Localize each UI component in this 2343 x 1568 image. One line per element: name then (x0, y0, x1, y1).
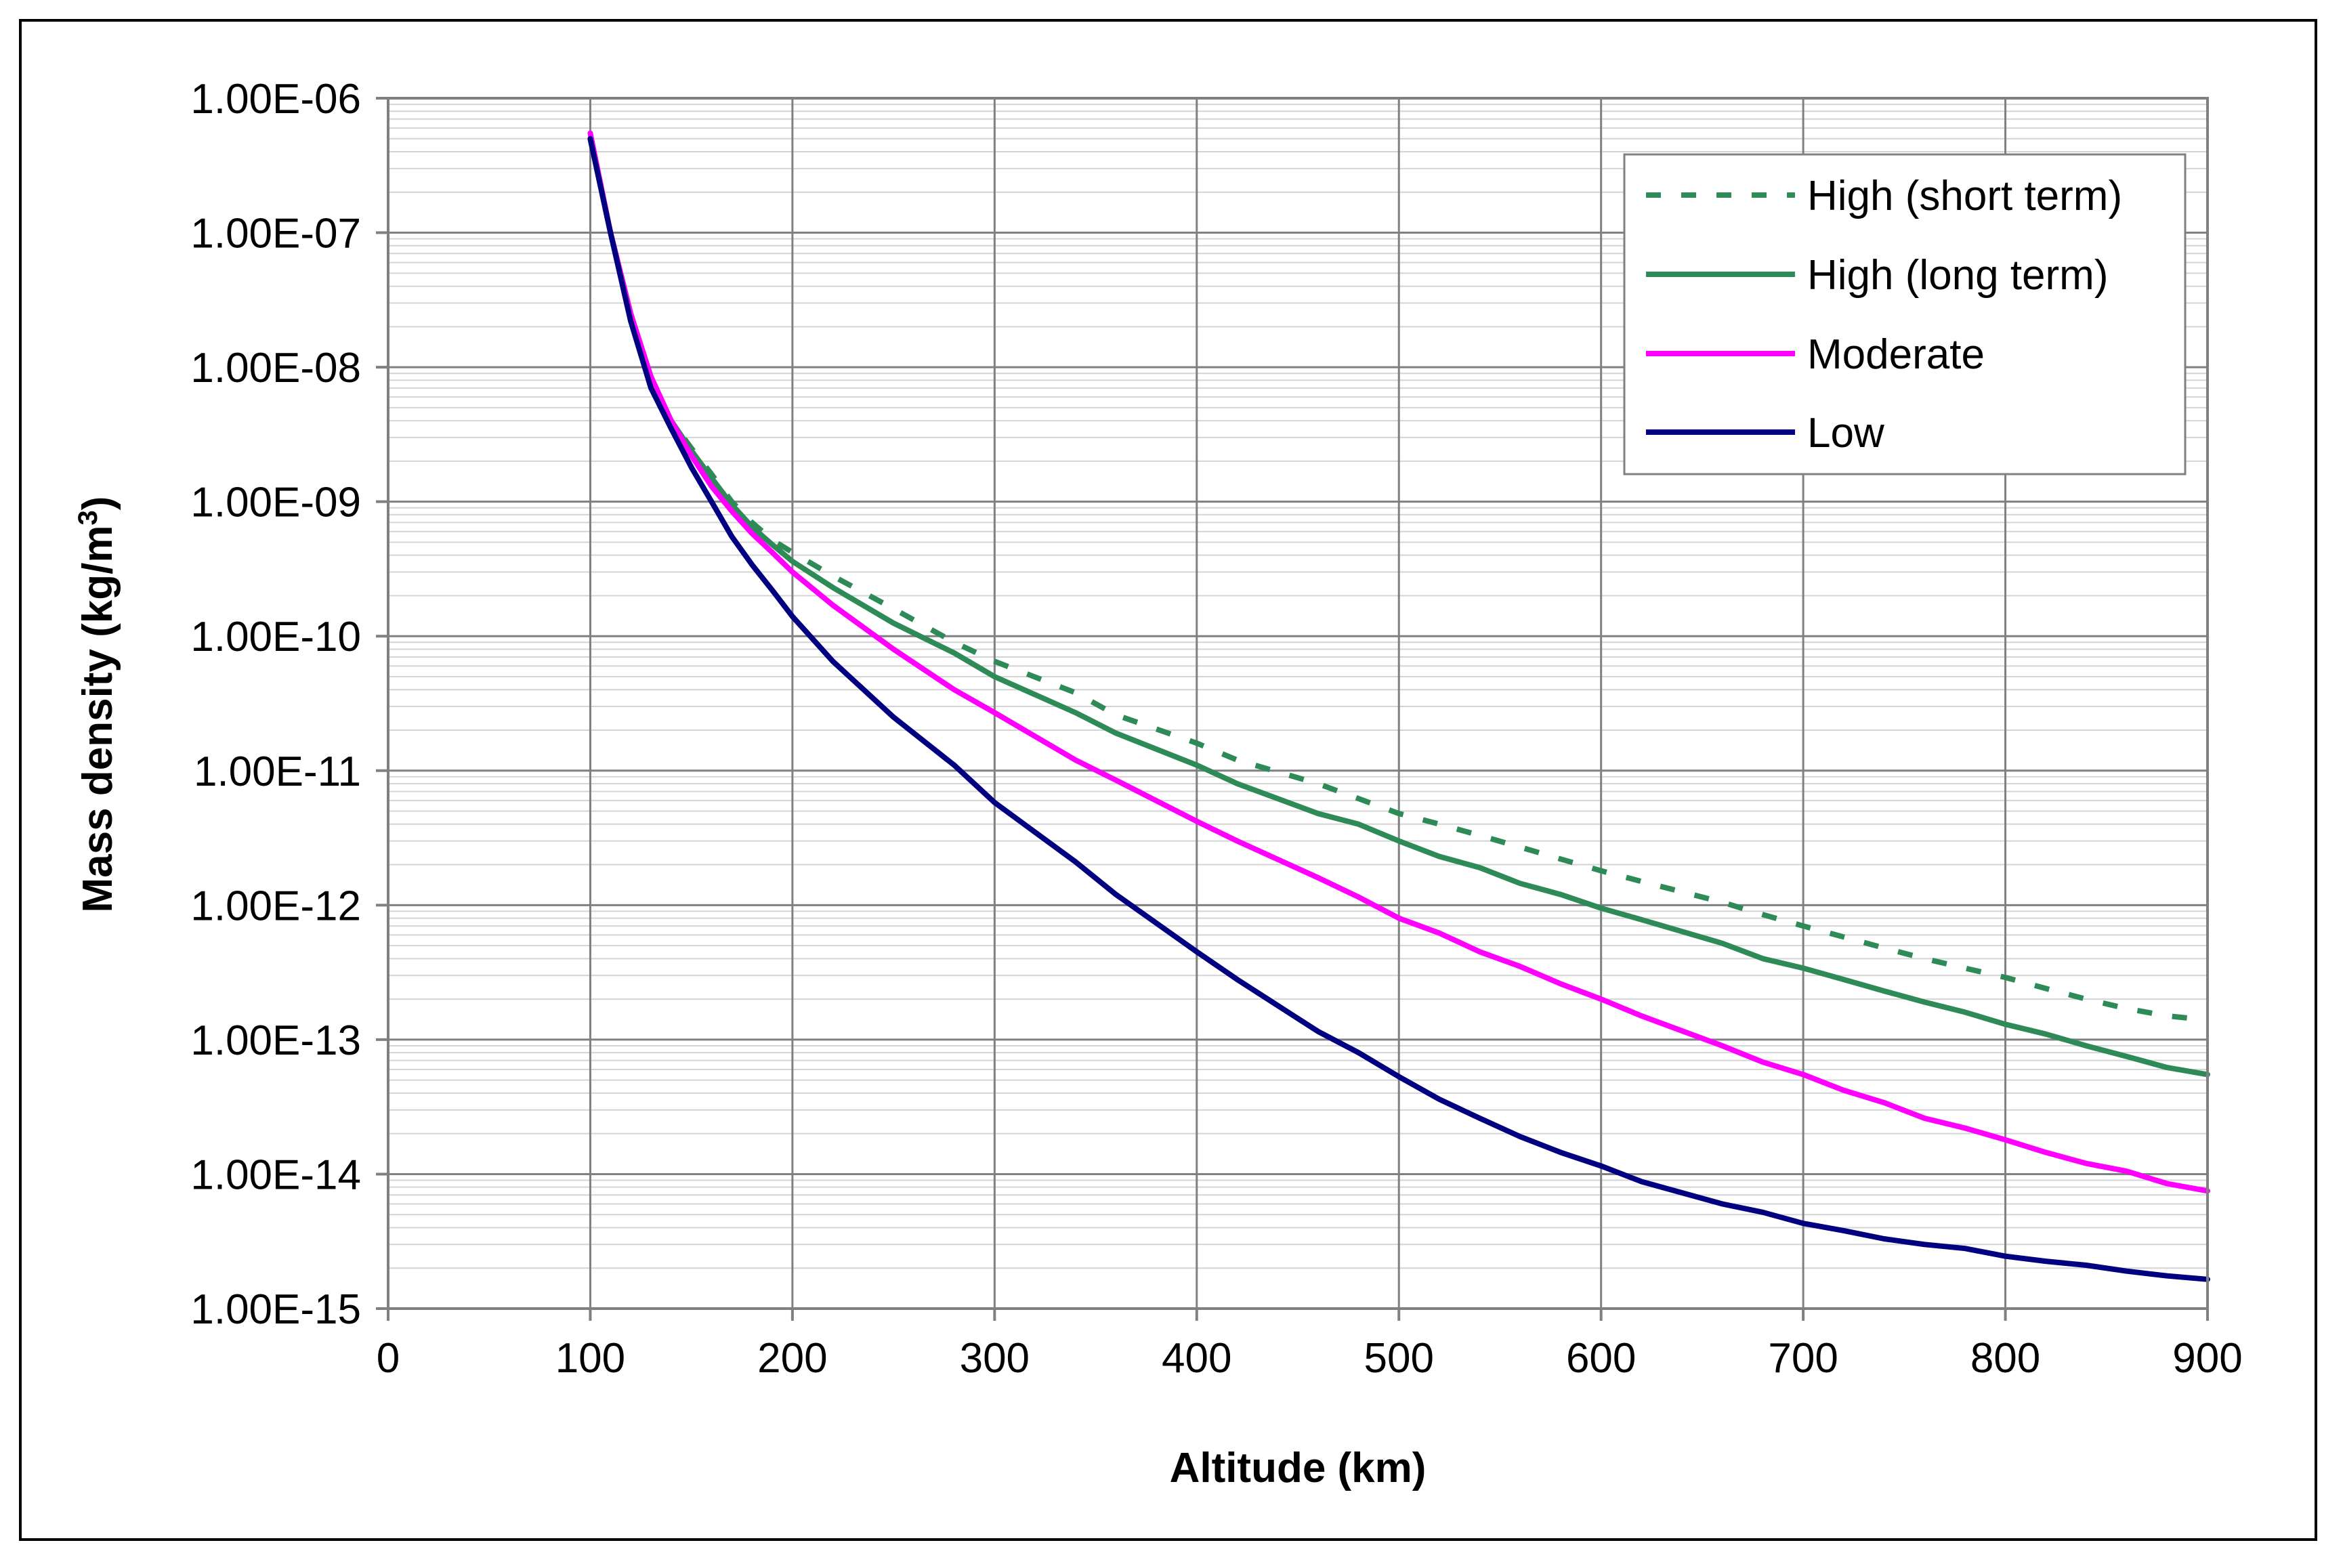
y-tick-label: 1.00E-06 (190, 76, 361, 123)
x-tick-label: 400 (1162, 1335, 1231, 1382)
series-line-moderate (587, 130, 2210, 1194)
series-layer (587, 130, 2210, 1282)
y-tick-label: 1.00E-13 (190, 1017, 361, 1064)
x-tick-label: 600 (1566, 1335, 1636, 1382)
y-tick-label: 1.00E-14 (190, 1151, 361, 1198)
tick-layer: 1.00E-06 1.00E-07 1.00E-08 1.00E-09 1.00E-10… (190, 76, 2242, 1382)
x-tick-label: 800 (1970, 1335, 2040, 1382)
legend-label-moderate: Moderate (1807, 331, 1985, 378)
legend-label-high-long-term: High (long term) (1807, 252, 2108, 299)
y-axis-title-base: Mass density (kg/m (75, 525, 121, 912)
y-tick-label: 1.00E-10 (190, 614, 361, 660)
y-axis-title-close: ) (75, 496, 121, 511)
x-axis-title: Altitude (km) (1170, 1445, 1427, 1491)
y-tick-label: 1.00E-15 (190, 1286, 361, 1333)
x-tick-label: 700 (1768, 1335, 1838, 1382)
x-tick-label: 0 (377, 1335, 400, 1382)
legend-label-high-short-term: High (short term) (1807, 173, 2122, 219)
y-tick-label: 1.00E-09 (190, 480, 361, 526)
x-tick-label: 100 (555, 1335, 625, 1382)
x-tick-label: 500 (1364, 1335, 1433, 1382)
y-tick-label: 1.00E-12 (190, 883, 361, 929)
y-axis-title: Mass density (kg/m3) (73, 496, 121, 913)
x-tick-label: 200 (757, 1335, 827, 1382)
x-tick-label: 300 (960, 1335, 1030, 1382)
plot-border (387, 97, 2209, 1310)
legend-box (1623, 153, 2187, 475)
legend: High (short term) High (long term) Moderat… (1623, 153, 2187, 475)
y-tick-label: 1.00E-11 (194, 748, 361, 795)
y-tick-label: 1.00E-07 (190, 211, 361, 257)
y-axis-title-superscript: 3 (73, 510, 103, 525)
x-tick-label: 900 (2172, 1335, 2242, 1382)
legend-label-low: Low (1807, 410, 1884, 457)
series-line-high-long-term (587, 135, 2210, 1078)
y-tick-label: 1.00E-08 (190, 345, 361, 391)
series-line-high-short-term (587, 137, 2208, 1023)
series-line-low (587, 135, 2210, 1282)
